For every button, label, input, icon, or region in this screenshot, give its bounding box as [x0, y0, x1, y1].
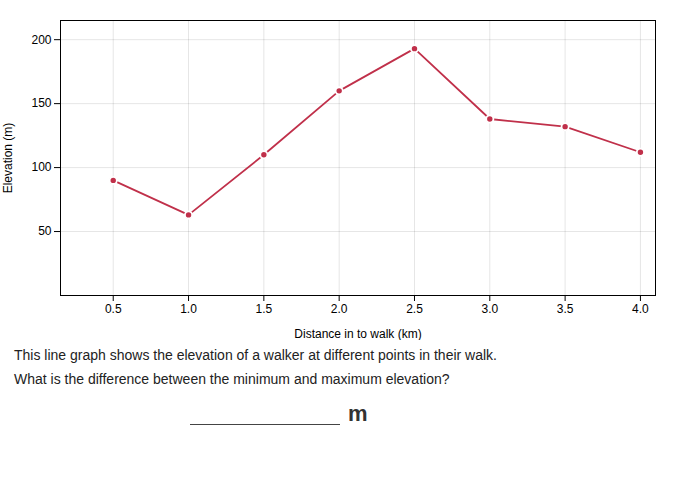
svg-text:4.0: 4.0 [632, 302, 649, 316]
svg-text:Distance in to walk (km): Distance in to walk (km) [294, 327, 421, 341]
svg-text:100: 100 [31, 160, 51, 174]
svg-text:1.5: 1.5 [256, 302, 273, 316]
html-text:This line graph shows the elev: This line graph shows the elevation of a… [14, 347, 497, 363]
svg-text:Elevation (m): Elevation (m) [1, 123, 15, 194]
svg-text:1.0: 1.0 [180, 302, 197, 316]
svg-text:2.5: 2.5 [406, 302, 423, 316]
svg-text:2.0: 2.0 [331, 302, 348, 316]
svg-text:3.0: 3.0 [481, 302, 498, 316]
svg-text:3.5: 3.5 [557, 302, 574, 316]
svg-text:50: 50 [38, 224, 52, 238]
svg-text:150: 150 [31, 96, 51, 110]
svg-text:200: 200 [31, 33, 51, 47]
html-text:m: m [348, 401, 368, 427]
svg-text:0.5: 0.5 [105, 302, 122, 316]
html-text:What is the difference between: What is the difference between the minim… [14, 371, 450, 388]
